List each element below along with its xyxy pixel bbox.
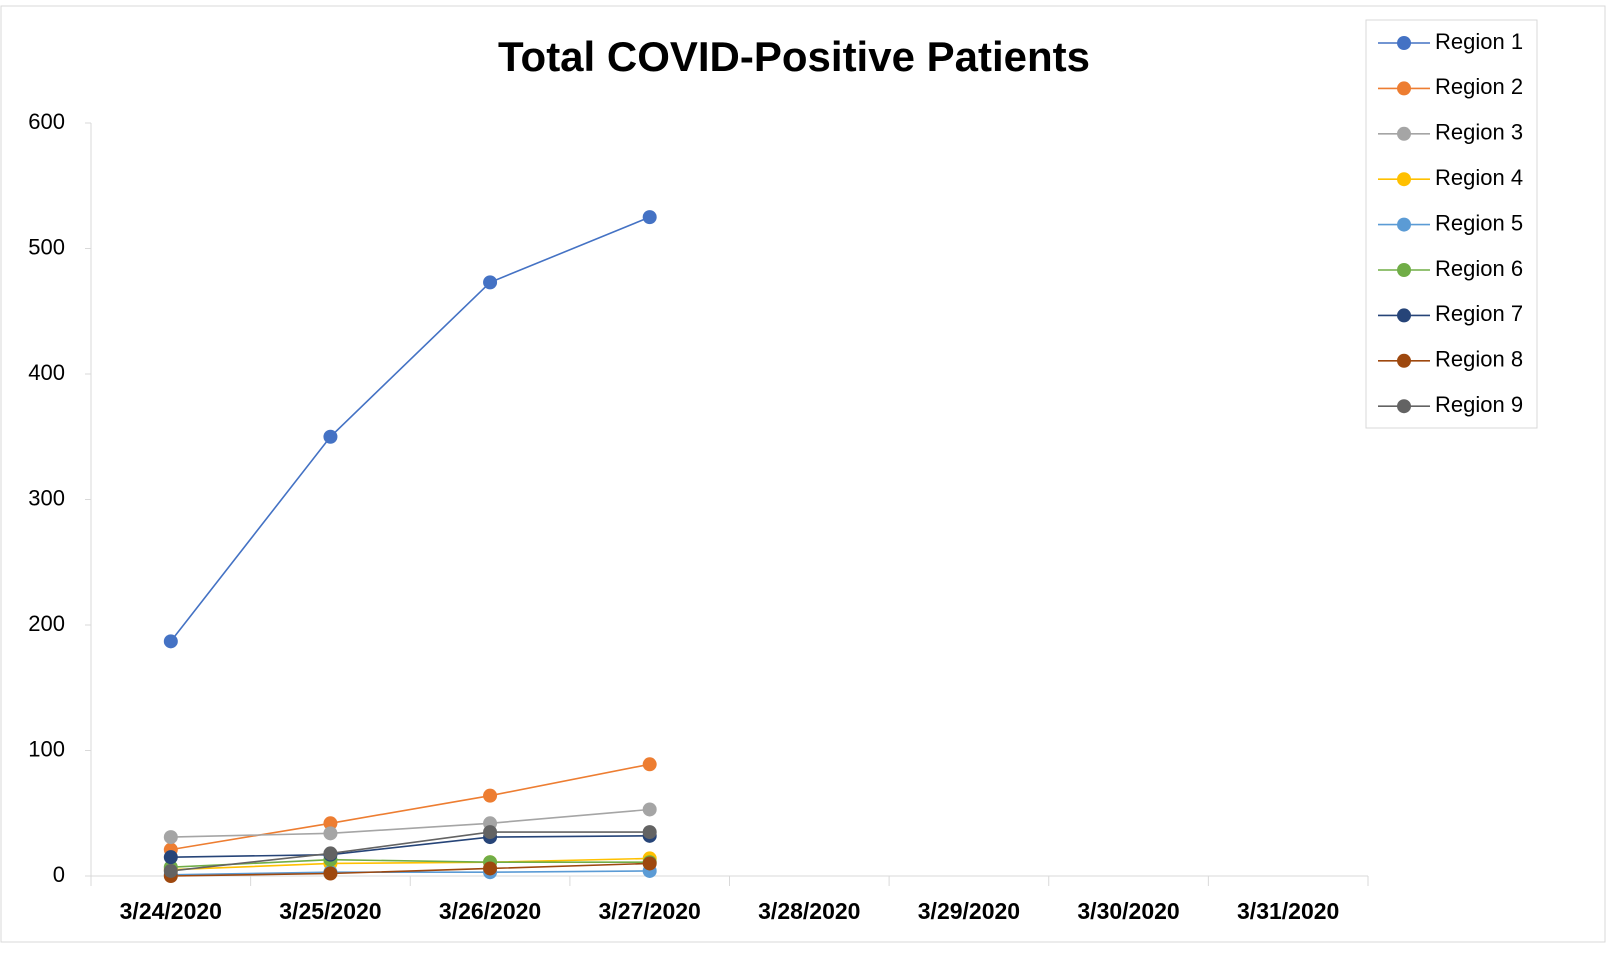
- data-point: [323, 846, 338, 861]
- series-line: [170, 862, 650, 877]
- legend-marker: [1397, 399, 1411, 414]
- data-point: [483, 788, 498, 803]
- chart-title: Total COVID-Positive Patients: [498, 33, 1090, 80]
- data-point: [642, 802, 657, 817]
- legend-label: Region 4: [1435, 165, 1523, 190]
- data-point: [642, 856, 657, 871]
- data-point: [483, 275, 498, 290]
- x-tick-label: 3/26/2020: [439, 898, 541, 924]
- data-point: [642, 757, 657, 772]
- y-tick-label: 300: [28, 485, 65, 510]
- chart-border: [0, 5, 1606, 943]
- x-tick-label: 3/31/2020: [1237, 898, 1339, 924]
- series-line: [170, 216, 650, 642]
- y-tick-label: 500: [28, 234, 65, 259]
- data-point: [642, 210, 657, 225]
- legend-label: Region 8: [1435, 347, 1523, 372]
- data-point: [163, 850, 178, 865]
- data-point: [323, 826, 338, 841]
- legend-label: Region 9: [1435, 392, 1523, 417]
- legend-marker: [1397, 263, 1411, 277]
- legend-marker: [1397, 36, 1411, 50]
- data-point: [483, 861, 498, 876]
- data-point: [483, 825, 498, 840]
- legend-marker: [1397, 126, 1411, 141]
- x-tick-label: 3/24/2020: [120, 898, 222, 924]
- legend-label: Region 2: [1435, 74, 1523, 99]
- legend-marker: [1397, 308, 1411, 323]
- series-line: [170, 763, 650, 851]
- x-tick-label: 3/29/2020: [918, 898, 1020, 924]
- series-line: [170, 857, 650, 871]
- series-line: [170, 835, 650, 858]
- legend-label: Region 5: [1435, 210, 1523, 235]
- data-point: [323, 816, 338, 831]
- legend-marker: [1397, 172, 1411, 187]
- data-point: [163, 830, 178, 845]
- y-tick-label: 100: [28, 736, 65, 761]
- x-tick-label: 3/27/2020: [599, 898, 701, 924]
- y-tick-label: 600: [28, 109, 65, 134]
- legend-marker: [1397, 217, 1411, 232]
- legend-label: Region 6: [1435, 256, 1523, 281]
- x-tick-label: 3/25/2020: [279, 898, 381, 924]
- legend-label: Region 3: [1435, 120, 1523, 145]
- legend-marker: [1397, 81, 1411, 96]
- data-point: [163, 863, 178, 878]
- legend-label: Region 1: [1435, 29, 1523, 54]
- series-line: [170, 858, 650, 869]
- series-line: [170, 831, 650, 872]
- y-tick-label: 200: [28, 611, 65, 636]
- y-tick-label: 0: [53, 862, 65, 887]
- series-line: [170, 808, 650, 838]
- legend-label: Region 7: [1435, 301, 1523, 326]
- series-line: [170, 870, 650, 876]
- x-tick-label: 3/28/2020: [758, 898, 860, 924]
- data-point: [642, 825, 657, 840]
- data-point: [323, 429, 338, 444]
- data-point: [163, 634, 178, 649]
- y-tick-label: 400: [28, 360, 65, 385]
- data-point: [323, 866, 338, 881]
- legend-marker: [1397, 353, 1411, 368]
- x-tick-label: 3/30/2020: [1077, 898, 1179, 924]
